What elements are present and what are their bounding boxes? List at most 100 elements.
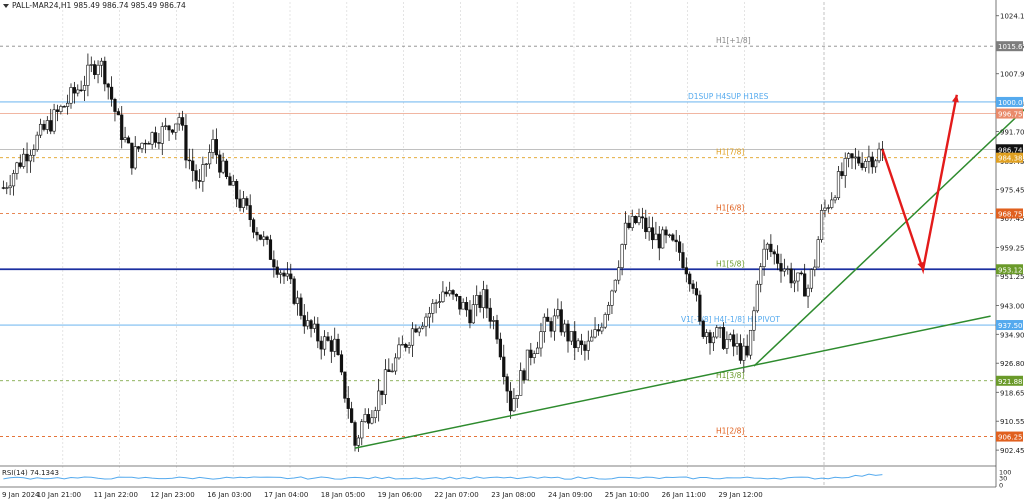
- candle-body: [164, 125, 168, 127]
- rsi-level-label: 30: [999, 475, 1007, 483]
- candle-body: [755, 283, 759, 312]
- candle-body: [387, 369, 391, 372]
- candle-body: [410, 328, 415, 346]
- candle-body: [116, 111, 120, 116]
- symbol-info: PALL-MAR24,H1 985.49 986.74 985.49 986.7…: [12, 1, 186, 10]
- y-tick-label: 975.45: [1000, 187, 1024, 195]
- candle-body: [715, 327, 719, 338]
- price-levels: H1[+1/8] D1SUP H4SUP H1RES H1[7/8] H1[6/8] H…: [0, 36, 996, 437]
- candle-body: [867, 156, 871, 162]
- candle-body: [525, 349, 530, 381]
- candle-body: [877, 148, 881, 162]
- candle-body: [539, 331, 543, 349]
- collapse-triangle-icon[interactable]: [3, 4, 9, 8]
- candle-body: [667, 234, 672, 236]
- candle-body: [836, 171, 841, 199]
- candle-body: [671, 234, 675, 241]
- candle-body: [796, 272, 800, 282]
- y-tick-label: 991.70: [1000, 129, 1024, 137]
- candle-body: [1, 187, 5, 189]
- candle-body: [495, 320, 499, 340]
- y-tick-label: 1007.90: [1000, 71, 1024, 79]
- candle-body: [427, 313, 431, 318]
- candle-body: [235, 181, 239, 200]
- candle-body: [421, 325, 425, 329]
- candle-body: [400, 344, 404, 346]
- candle-body: [542, 316, 546, 332]
- level-label: H1[7/8]: [716, 148, 744, 157]
- candle-body: [826, 207, 830, 209]
- arrow-head-up: [952, 94, 959, 103]
- y-tick-label: 926.80: [1000, 360, 1024, 368]
- x-tick-label: 29 Jan 12:00: [718, 491, 762, 499]
- candle-body: [76, 89, 80, 94]
- candle-body: [688, 273, 692, 285]
- candle-body: [853, 156, 857, 159]
- candle-body: [241, 198, 246, 208]
- price-tag: [996, 96, 1023, 107]
- candle-body: [319, 340, 323, 350]
- candle-body: [454, 293, 459, 297]
- y-tick-label: 943.00: [1000, 302, 1024, 310]
- candle-body: [52, 109, 56, 132]
- candle-body: [863, 161, 868, 168]
- rsi-level-label: 100: [999, 469, 1011, 477]
- trendline: [753, 108, 1024, 367]
- y-tick-label: 967.45: [1000, 215, 1024, 223]
- candle-body: [583, 344, 587, 351]
- price-tag-label: 996.75: [998, 111, 1023, 119]
- x-tick-label: 24 Jan 09:00: [548, 491, 592, 499]
- candle-body: [366, 414, 371, 424]
- y-tick-label: 959.25: [1000, 244, 1024, 252]
- candle-body: [316, 323, 320, 342]
- candle-body: [769, 243, 773, 253]
- candle-body: [214, 139, 218, 156]
- candle-body: [312, 323, 317, 329]
- price-axis: 1024.151015.621007.90999.70991.70983.459…: [995, 0, 1024, 487]
- projection-path: [881, 94, 958, 275]
- candle-body: [674, 239, 678, 243]
- candle-body: [505, 376, 509, 392]
- price-tag: [996, 41, 1023, 52]
- candle-body: [576, 340, 580, 349]
- y-tick-label: 934.90: [1000, 331, 1024, 339]
- candle-body: [258, 234, 262, 240]
- x-tick-label: 12 Jan 23:00: [150, 491, 194, 499]
- x-tick-label: 18 Jan 05:00: [321, 491, 365, 499]
- candle-body: [748, 329, 753, 356]
- candle-body: [772, 251, 776, 255]
- candle-body: [485, 289, 489, 309]
- candle-body: [847, 153, 851, 159]
- y-tick-label: 918.65: [1000, 389, 1024, 397]
- candle-body: [350, 408, 354, 423]
- candle-body: [830, 199, 834, 208]
- candle-body: [86, 64, 90, 86]
- candle-body: [617, 267, 621, 281]
- candle-body: [661, 229, 665, 249]
- candle-body: [106, 83, 110, 88]
- candle-body: [664, 229, 668, 236]
- candle-body: [66, 102, 70, 107]
- candle-body: [180, 117, 185, 126]
- candle-body: [569, 331, 573, 342]
- candle-body: [218, 154, 222, 173]
- candle-body: [49, 120, 53, 132]
- candle-body: [765, 243, 770, 250]
- level-label: H1[+1/8]: [716, 36, 751, 45]
- candle-body: [93, 64, 97, 75]
- candle-body: [126, 137, 131, 144]
- candle-body: [28, 154, 33, 162]
- candle-body: [390, 370, 394, 373]
- candle-body: [208, 152, 212, 165]
- candle-body: [204, 163, 208, 165]
- candle-body: [566, 323, 570, 342]
- candle-body: [630, 215, 634, 229]
- price-tag: [996, 264, 1023, 275]
- candle-body: [306, 320, 310, 327]
- candle-body: [329, 340, 333, 352]
- candle-body: [711, 336, 715, 344]
- candle-body: [519, 370, 523, 396]
- candle-body: [620, 244, 624, 268]
